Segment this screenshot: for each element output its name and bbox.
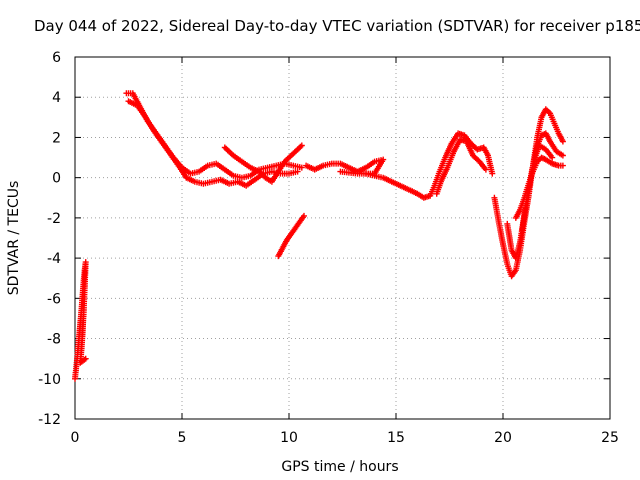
x-tick-label: 25 — [601, 430, 619, 446]
y-tick-label: -10 — [38, 372, 61, 388]
y-tick-label: -12 — [38, 412, 61, 428]
x-tick-label: 15 — [387, 430, 405, 446]
data-point — [294, 168, 301, 175]
data-point — [559, 152, 566, 159]
data-points — [72, 90, 566, 382]
y-tick-label: 2 — [52, 130, 61, 146]
data-point — [337, 168, 344, 175]
grid — [75, 57, 610, 419]
y-tick-label: -6 — [47, 291, 61, 307]
data-point — [549, 154, 556, 161]
y-axis-label: SDTVAR / TECUs — [6, 181, 22, 296]
x-tick-label: 10 — [280, 430, 298, 446]
data-point — [559, 162, 566, 169]
y-tick-label: 4 — [52, 90, 61, 106]
data-point — [301, 212, 307, 219]
data-point — [559, 138, 566, 145]
y-tick-label: 0 — [52, 171, 61, 187]
data-point — [298, 164, 305, 171]
x-axis-label: GPS time / hours — [281, 459, 398, 475]
data-point — [482, 166, 489, 173]
y-tick-label: -8 — [47, 332, 61, 348]
data-point — [82, 355, 89, 362]
y-tick-label: -4 — [47, 251, 61, 267]
x-tick-label: 20 — [494, 430, 512, 446]
chart-title: Day 044 of 2022, Sidereal Day-to-day VTE… — [34, 17, 640, 35]
data-point — [81, 356, 88, 363]
x-tick-label: 5 — [178, 430, 187, 446]
y-axis-tick-labels: -12 -10 -8 -6 -4 -2 0 2 4 6 — [38, 50, 61, 428]
axis-ticks — [74, 56, 611, 420]
x-tick-label: 0 — [71, 430, 80, 446]
y-tick-label: 6 — [52, 50, 61, 66]
data-point — [489, 170, 496, 177]
plot-frame — [74, 56, 611, 420]
x-axis-tick-labels: 0 5 10 15 20 25 — [71, 430, 619, 446]
y-tick-label: -2 — [47, 211, 61, 227]
data-point — [298, 142, 305, 149]
